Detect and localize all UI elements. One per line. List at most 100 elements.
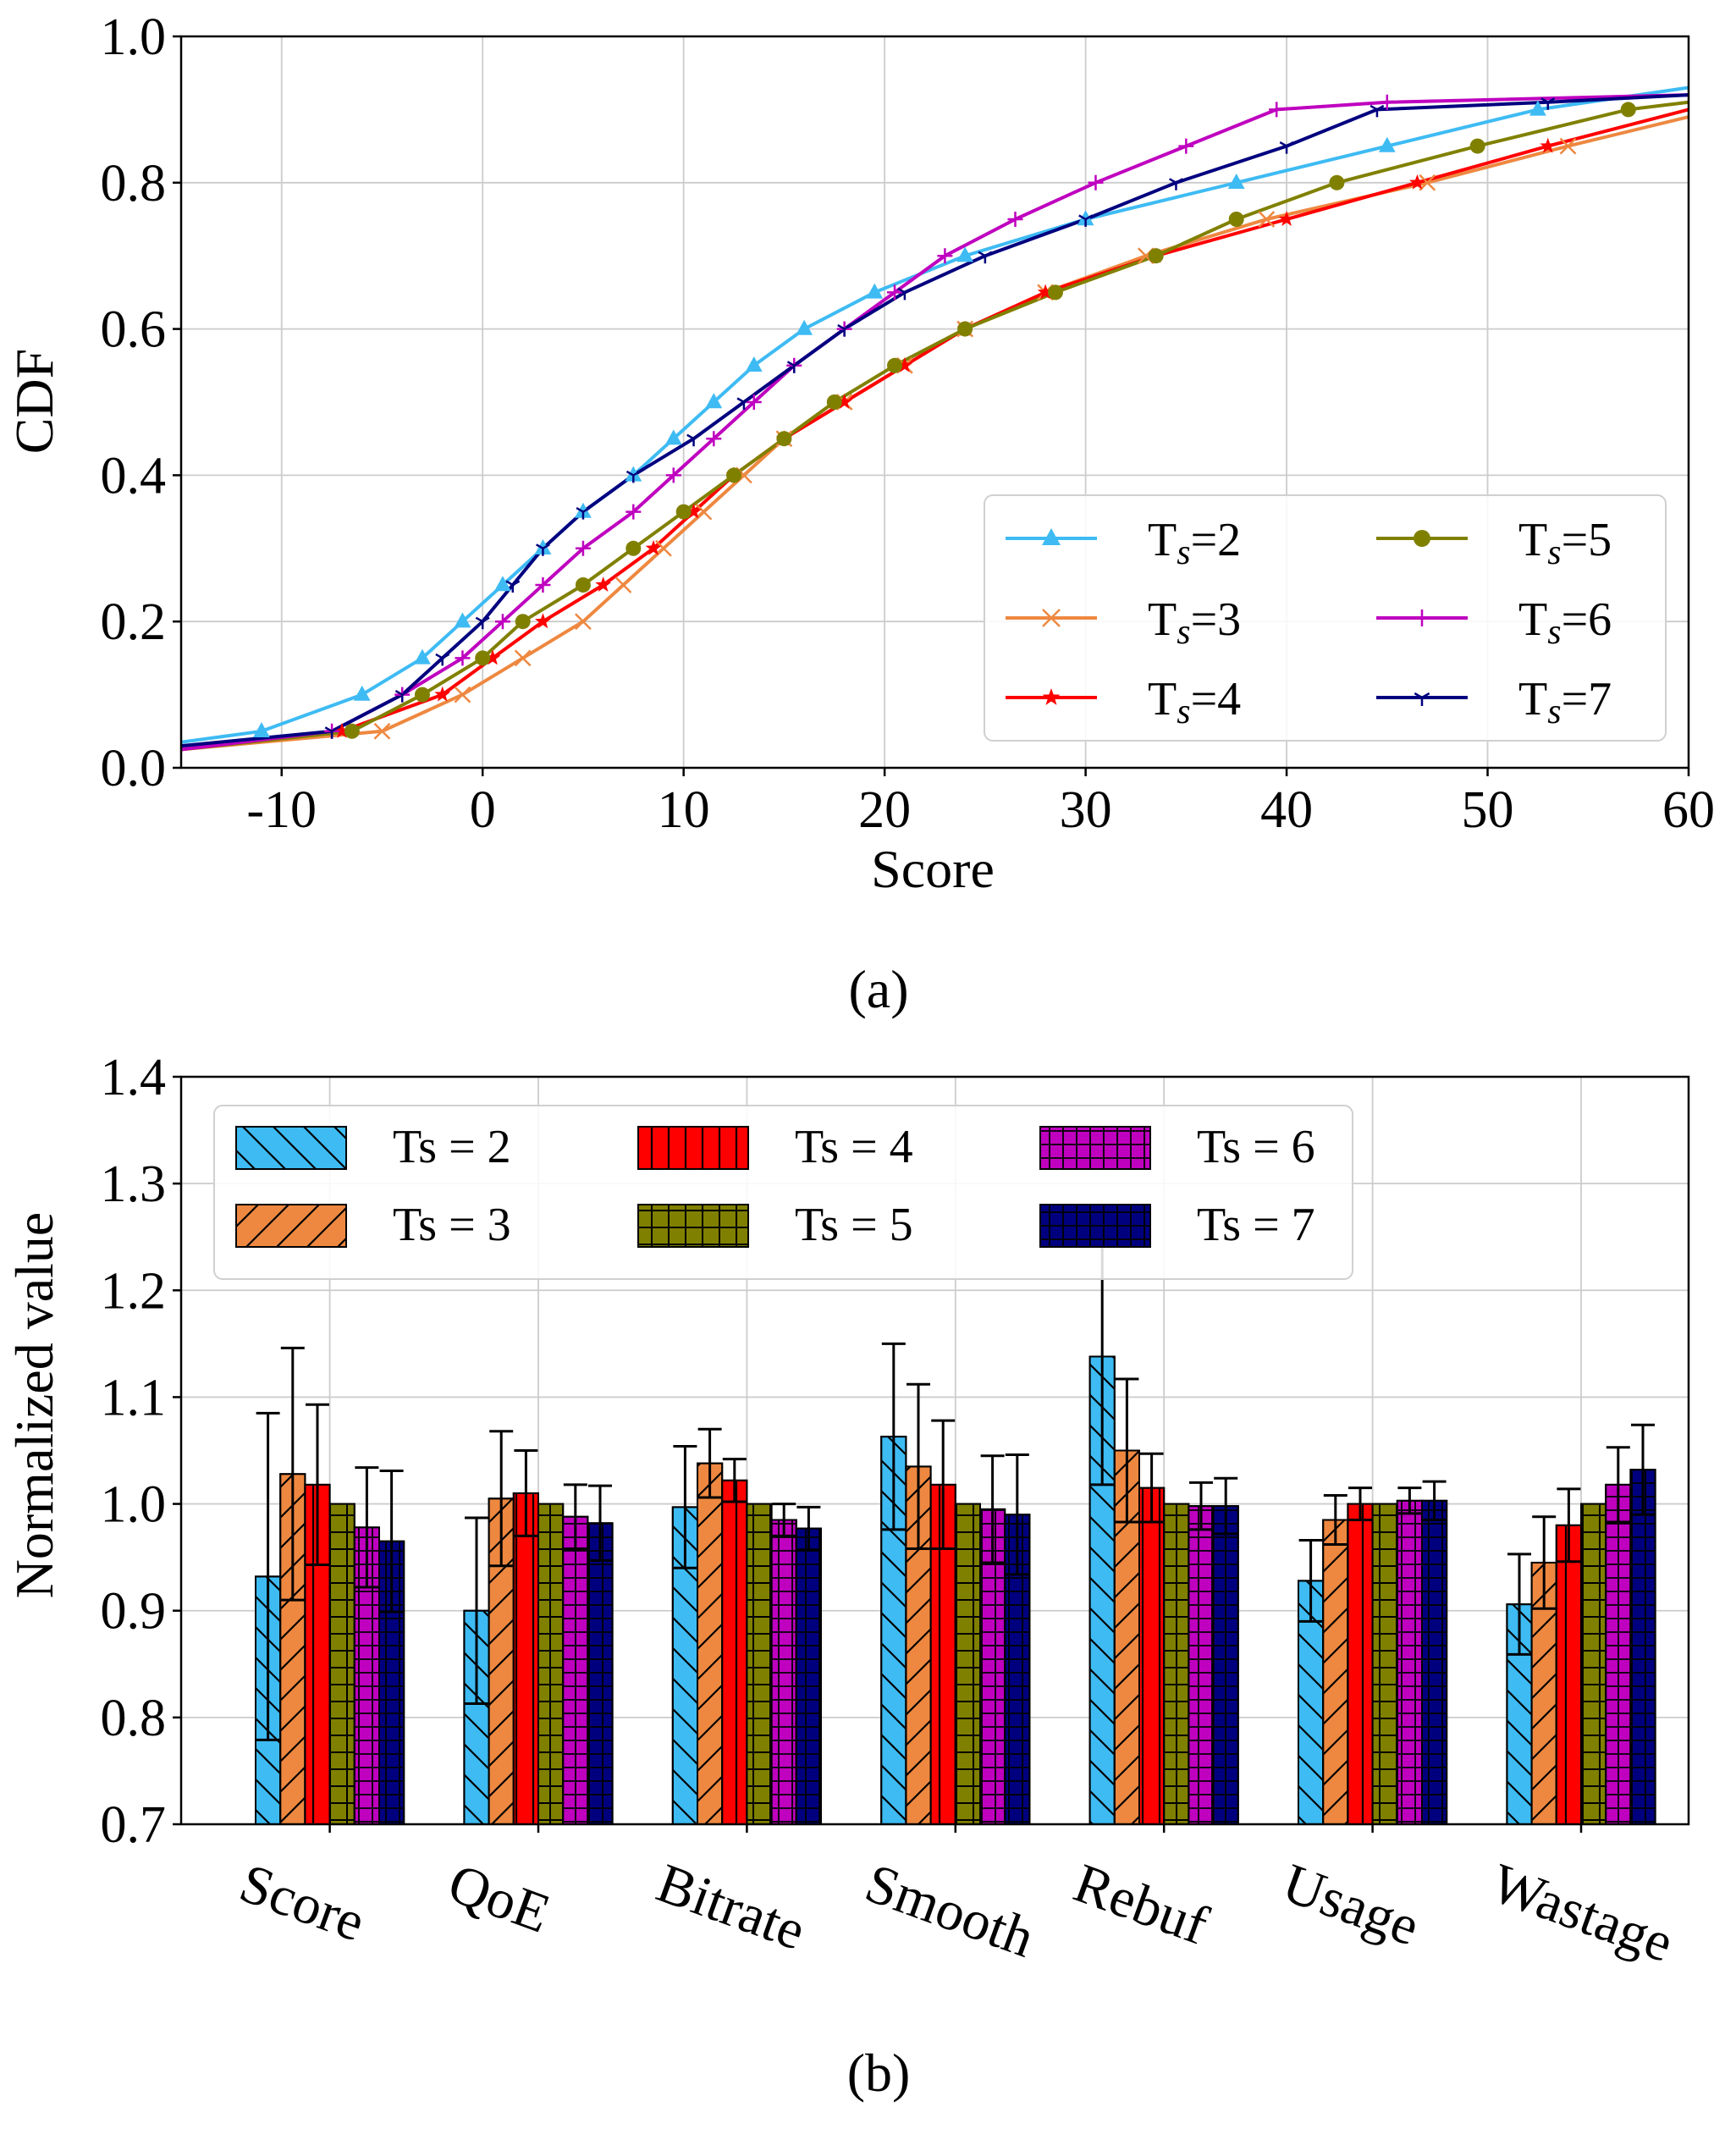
cdf-x-tick-labels: -10 0 10 20 30 40 50 60 — [246, 768, 1715, 839]
cdf-legend-label-ts7: Ts=7 — [1518, 673, 1612, 731]
bar-hatch-ts7-qoe — [587, 1522, 614, 1826]
bar-hatch-ts5-usage — [1371, 1503, 1398, 1825]
cdf-point-ts4-11 — [896, 356, 913, 372]
cdf-x-tick-label-2: 10 — [658, 781, 710, 839]
cdf-point-ts7-12 — [837, 324, 852, 337]
bar-hatch-ts6-bitrate — [770, 1519, 797, 1825]
cdf-point-ts2-16 — [1227, 174, 1245, 189]
cdf-point-ts5-10 — [826, 394, 842, 410]
cdf-y-tick-label-5: 1.0 — [101, 8, 167, 66]
cdf-point-ts2-5 — [494, 576, 511, 592]
cdf-point-ts2-10 — [705, 393, 723, 409]
cdf-point-ts3-17 — [1559, 137, 1577, 155]
cdf-legend-label-sub-ts4: s — [1177, 692, 1190, 731]
cdf-point-ts7-9 — [686, 433, 701, 447]
bar-y-tick-label-6: 1.3 — [101, 1156, 167, 1213]
cdf-point-ts5-4 — [515, 614, 531, 630]
cdf-legend-label-rest-ts3: =3 — [1191, 593, 1242, 646]
bar-error-bars — [256, 1227, 1655, 1741]
cdf-point-ts6-17 — [1178, 138, 1194, 154]
cdf-point-ts7-13 — [897, 287, 912, 301]
cdf-point-ts2-4 — [454, 612, 471, 628]
bar-hatch-ts5-score — [328, 1503, 355, 1825]
cdf-legend: Ts=2Ts=3Ts=4Ts=5Ts=6Ts=7 — [984, 494, 1667, 742]
bar-legend-label-ts4: Ts = 4 — [795, 1121, 913, 1173]
bar-hatch-ts4-qoe — [512, 1492, 539, 1825]
cdf-point-ts6-8 — [665, 467, 681, 483]
cdf-y-tick-label-3: 0.6 — [101, 301, 167, 359]
cdf-point-ts2-6 — [534, 539, 552, 554]
bar-hatch-ts7-wastage — [1629, 1469, 1656, 1825]
cdf-point-ts4-3 — [484, 649, 501, 665]
cdf-point-ts5-15 — [1228, 212, 1244, 227]
cdf-legend-marker-ts4 — [1042, 688, 1061, 705]
cdf-point-ts3-15 — [1258, 211, 1276, 228]
cdf-legend-label-rest-ts2: =2 — [1191, 514, 1242, 566]
cdf-point-ts5-9 — [776, 431, 792, 447]
bar-y-axis-label: Normalized value — [4, 1212, 64, 1599]
bar-hatch-ts7-bitrate — [795, 1527, 822, 1825]
cdf-x-tick-label-6: 50 — [1462, 781, 1514, 839]
bar-hatch-ts3-usage — [1322, 1519, 1349, 1825]
cdf-legend-label-rest-ts4: =4 — [1191, 673, 1242, 725]
bar-hatch-ts6-qoe — [562, 1515, 589, 1825]
cdf-point-ts4-15 — [1278, 211, 1295, 227]
cdf-point-ts7-15 — [1078, 214, 1094, 227]
cdf-point-ts2-1 — [253, 722, 270, 737]
cdf-legend-label-main-ts6: T — [1518, 593, 1547, 646]
cdf-legend-marker-ts2 — [1042, 528, 1061, 545]
cdf-y-axis-label: CDF — [4, 349, 64, 455]
cdf-point-ts5-1 — [344, 723, 360, 739]
cdf-point-ts7-7 — [576, 507, 591, 520]
bar-legend-label-ts5: Ts = 5 — [795, 1199, 913, 1251]
cdf-point-ts2-3 — [414, 648, 431, 665]
cdf-y-tick-label-1: 0.2 — [101, 593, 167, 651]
cdf-point-ts6-15 — [1007, 212, 1023, 227]
bar-y-tick-label-0: 0.7 — [101, 1796, 167, 1854]
cdf-line-ts2 — [180, 85, 1689, 744]
cdf-legend-label-main-ts2: T — [1148, 514, 1177, 566]
cdf-chart: 0.0 0.2 0.4 0.6 0.8 1.0 -10 0 10 20 30 40 50 60 Scor… — [4, 8, 1715, 1019]
cdf-point-ts7-17 — [1279, 141, 1294, 154]
cdf-y-tick-labels: 0.0 0.2 0.4 0.6 0.8 1.0 — [101, 8, 181, 797]
cdf-x-tick-label-4: 30 — [1060, 781, 1112, 839]
cdf-point-ts4-10 — [836, 394, 853, 410]
cdf-point-ts6-13 — [887, 284, 903, 301]
cdf-point-ts4-2 — [434, 686, 451, 702]
bar-category-label-bitrate: Bitrate — [649, 1852, 813, 1962]
cdf-line-ts5 — [180, 100, 1689, 752]
bar-hatch-ts6-rebuf — [1188, 1505, 1215, 1825]
cdf-point-ts5-13 — [1047, 284, 1063, 301]
bar-hatch-ts5-bitrate — [746, 1503, 773, 1825]
cdf-y-tick-label-2: 0.4 — [101, 447, 167, 505]
bar-y-tick-label-2: 0.9 — [101, 1583, 167, 1641]
cdf-x-tick-label-0: -10 — [246, 781, 317, 839]
cdf-point-ts5-2 — [414, 687, 430, 703]
cdf-point-ts2-12 — [796, 319, 813, 335]
bar-hatch-ts4-wastage — [1555, 1524, 1583, 1826]
bar-hatch-ts6-wastage — [1605, 1483, 1632, 1825]
bar-y-tick-label-7: 1.4 — [101, 1049, 167, 1106]
cdf-point-ts6-16 — [1088, 174, 1104, 190]
bar-hatch-ts6-usage — [1396, 1499, 1424, 1826]
bar-hatch-ts5-qoe — [537, 1503, 565, 1825]
bar-legend-label-ts3: Ts = 3 — [393, 1199, 511, 1251]
cdf-point-ts2-14 — [956, 246, 974, 262]
cdf-point-ts4-1 — [333, 722, 350, 738]
cdf-point-ts6-18 — [1269, 102, 1285, 118]
cdf-point-ts2-2 — [353, 685, 371, 701]
bar-hatch-ts5-smooth — [954, 1503, 982, 1825]
bar-category-label-smooth: Smooth — [857, 1852, 1042, 1970]
bar-category-label-wastage: Wastage — [1483, 1852, 1681, 1974]
cdf-point-ts2-15 — [1077, 210, 1094, 226]
cdf-legend-marker-ts7 — [1414, 692, 1430, 706]
cdf-point-ts6-5 — [535, 577, 551, 593]
cdf-point-ts6-3 — [455, 650, 471, 666]
cdf-legend-box — [984, 494, 1667, 742]
bar-legend-swatch-hatch-ts2 — [235, 1126, 347, 1170]
bar-category-label-qoe: QoE — [440, 1852, 558, 1945]
cdf-point-ts4-6 — [645, 539, 662, 555]
cdf-point-ts4-7 — [686, 503, 702, 519]
cdf-point-ts6-14 — [937, 248, 953, 264]
